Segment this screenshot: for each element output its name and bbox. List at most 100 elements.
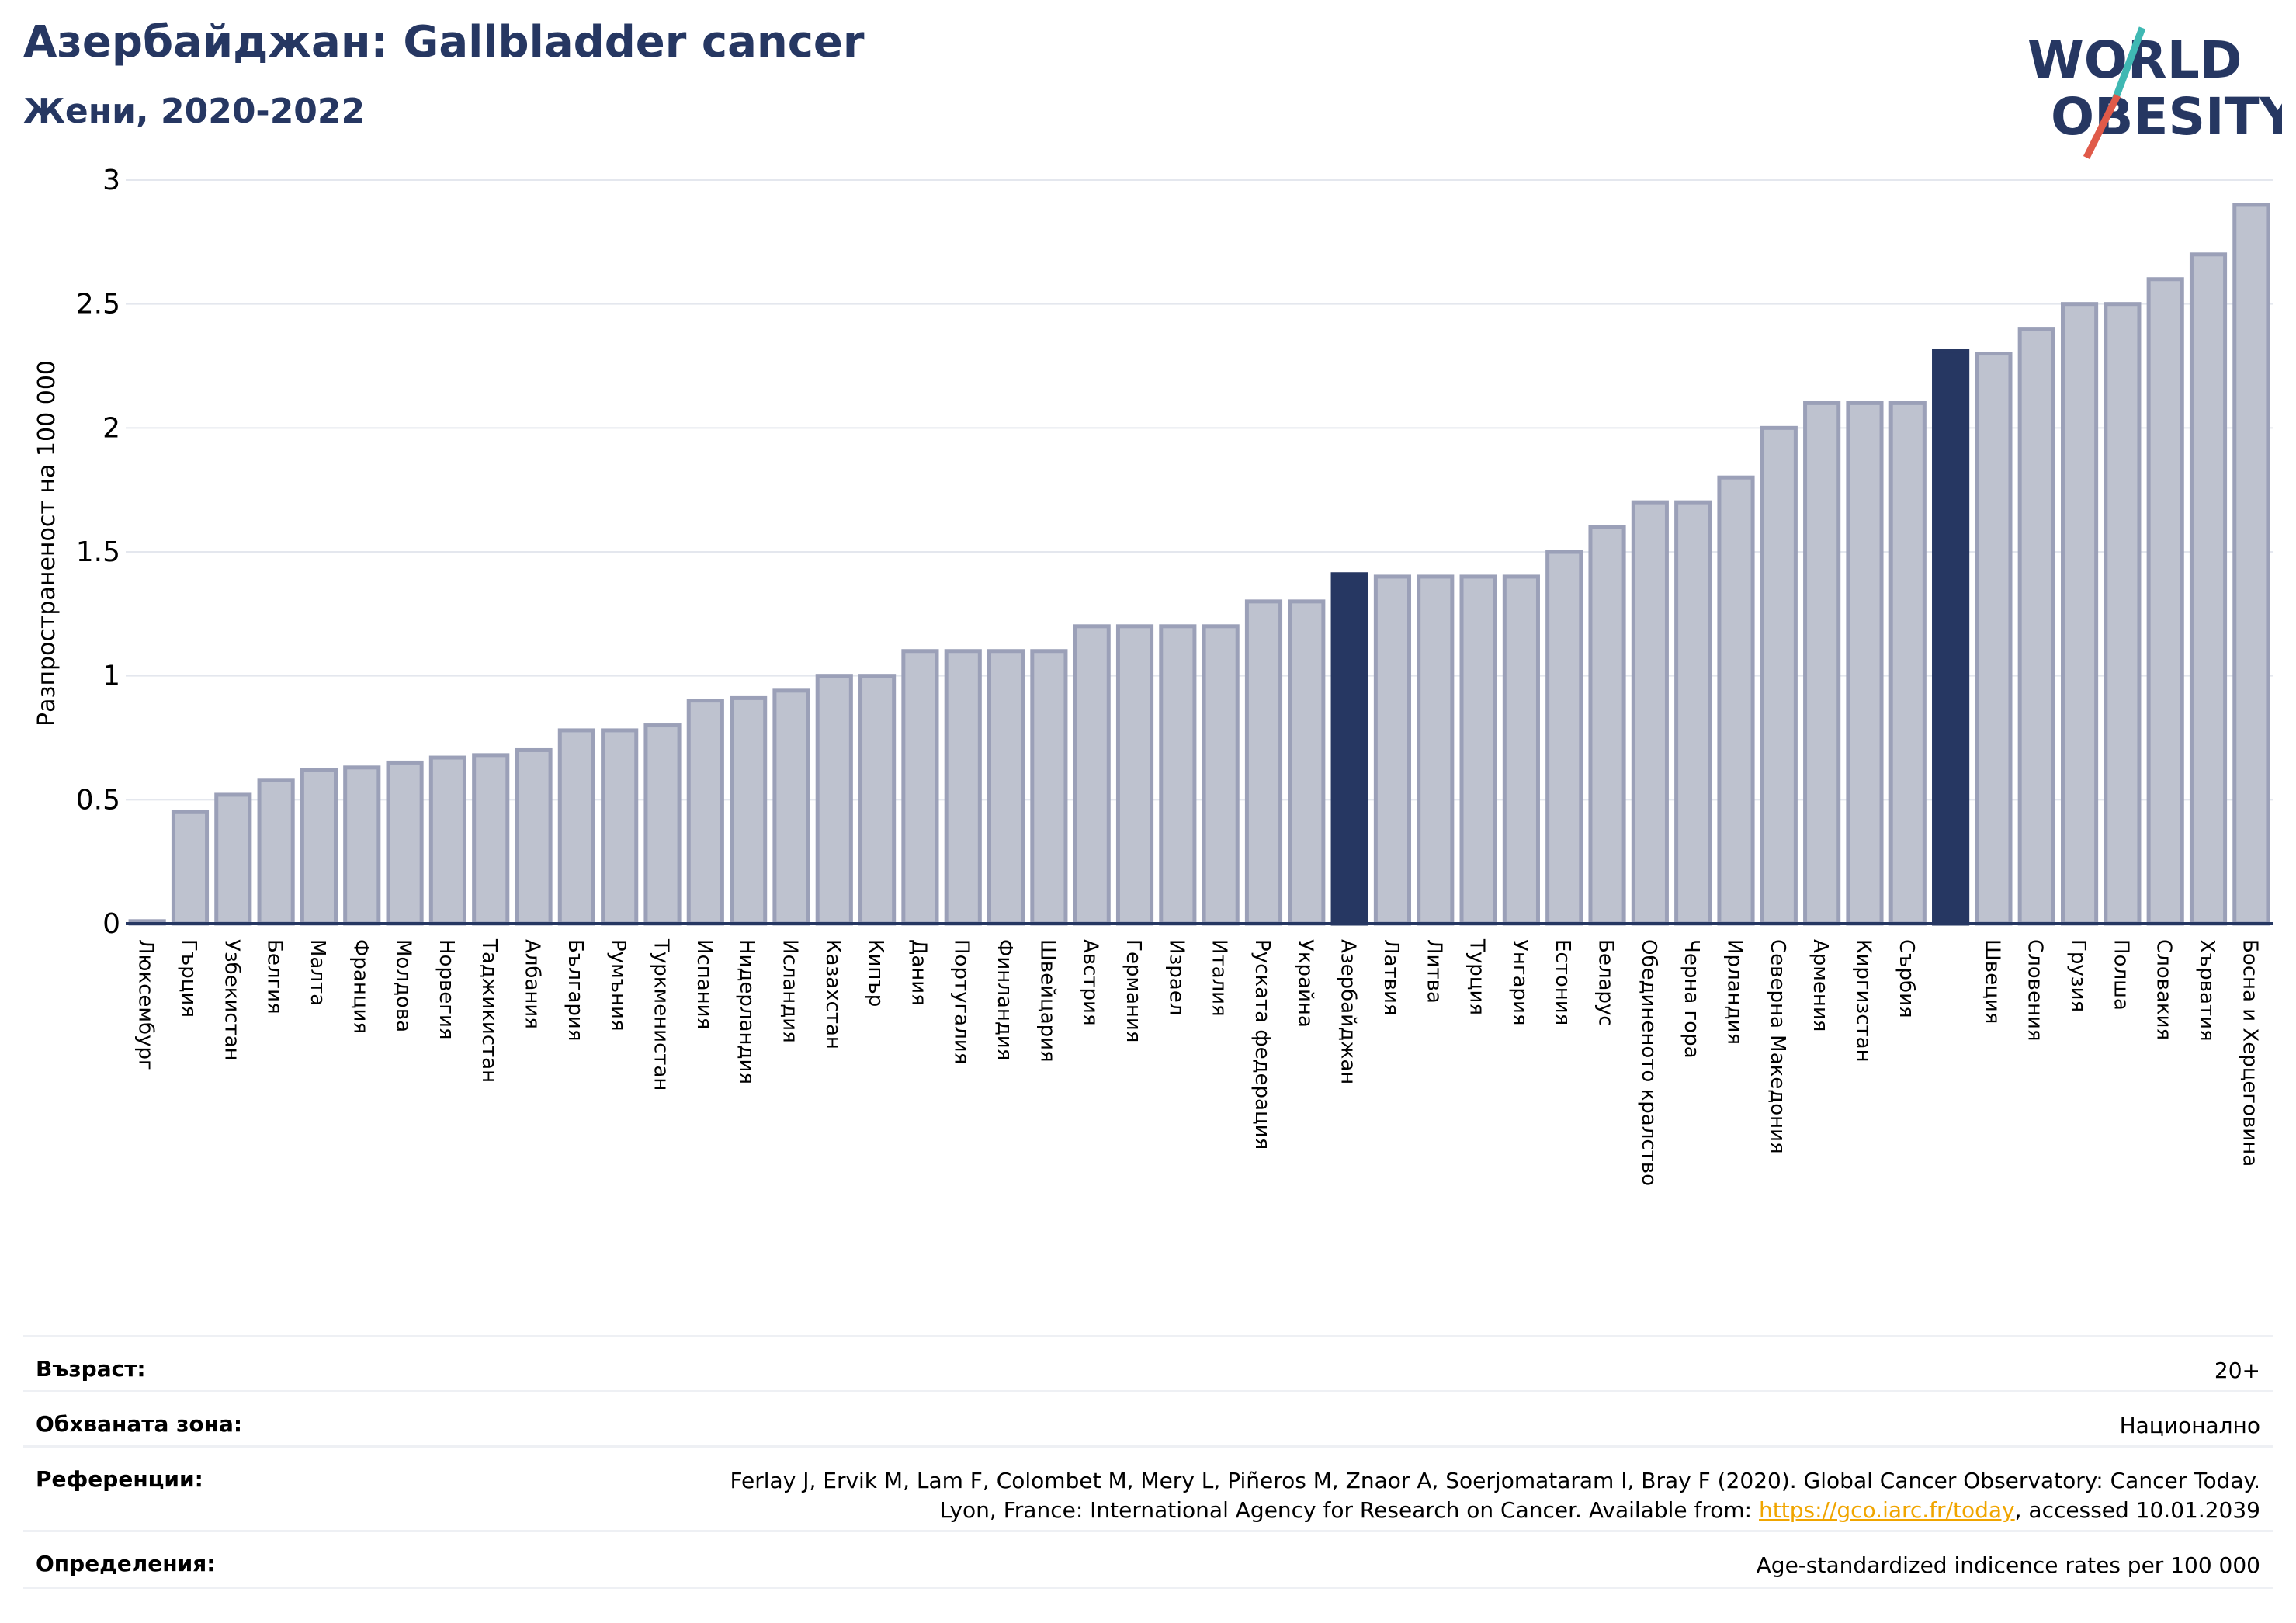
- x-tick-label: Туркменистан: [650, 938, 673, 1091]
- x-tick-label: Швеция: [1980, 939, 2003, 1024]
- world-obesity-logo: WORLD OBESITY: [2027, 26, 2282, 160]
- bar: [2189, 252, 2228, 926]
- bar: [1932, 349, 1970, 926]
- logo-slash-teal: [2111, 26, 2146, 101]
- references-value: Ferlay J, Ervik M, Lam F, Colombet M, Me…: [730, 1466, 2260, 1525]
- bar: [2104, 302, 2142, 926]
- bar: [1545, 550, 1583, 926]
- x-tick-label: Узбекистан: [220, 939, 243, 1061]
- x-tick-label: Италия: [1208, 939, 1231, 1017]
- x-tick-label: Азербайджан: [1337, 939, 1360, 1084]
- bar: [1717, 475, 1755, 926]
- x-tick-label: Таджикистан: [477, 938, 501, 1083]
- x-tick-label: Франция: [349, 939, 372, 1034]
- bar: [1288, 599, 1326, 926]
- x-tick-label: Гърция: [177, 939, 200, 1018]
- y-tick-label: 1: [102, 661, 120, 692]
- x-tick-label: Ирландия: [1723, 939, 1746, 1045]
- bar: [1631, 500, 1669, 926]
- bar: [1373, 574, 1412, 926]
- bar: [2017, 327, 2055, 926]
- logo-line2: OBESITY: [2051, 87, 2282, 147]
- bar: [643, 723, 682, 926]
- bar: [1975, 352, 2013, 926]
- x-tick-label: Словения: [2024, 939, 2047, 1042]
- bar: [1202, 624, 1240, 926]
- x-tick-label: България: [564, 939, 587, 1041]
- y-tick-label: 0.5: [76, 784, 120, 816]
- references-link[interactable]: https://gco.iarc.fr/today: [1759, 1497, 2015, 1523]
- x-tick-label: Израел: [1164, 939, 1188, 1015]
- bar: [515, 747, 553, 926]
- x-tick-label: Украйна: [1293, 939, 1316, 1028]
- chart-subtitle: Жени, 2020-2022: [23, 92, 366, 131]
- bar: [601, 728, 639, 926]
- info-row-references: Референции: Ferlay J, Ervik M, Lam F, Co…: [23, 1445, 2273, 1530]
- x-tick-label: Хърватия: [2195, 939, 2218, 1042]
- bar: [1674, 500, 1712, 926]
- info-row-definitions: Определения: Age-standardized indicence …: [23, 1530, 2273, 1589]
- definitions-value: Age-standardized indicence rates per 100…: [1756, 1552, 2260, 1578]
- x-tick-label: Испания: [692, 939, 716, 1029]
- x-tick-label: Люксембург: [134, 939, 158, 1070]
- age-value: 20+: [2214, 1358, 2260, 1383]
- bar: [1330, 572, 1368, 926]
- x-axis-ticks: Люксембург Гърция Узбекистан Белгия Малта Фра…: [134, 938, 2262, 1186]
- x-tick-label: Нидерландия: [735, 939, 758, 1084]
- area-value: Национално: [2119, 1413, 2260, 1438]
- x-tick-label: Беларус: [1594, 939, 1618, 1027]
- bars: [128, 203, 2270, 926]
- bar: [987, 649, 1025, 926]
- bar: [1159, 624, 1197, 926]
- bar: [772, 688, 810, 926]
- x-tick-label: Руската федерация: [1250, 939, 1274, 1150]
- x-tick-label: Норвегия: [435, 939, 458, 1039]
- x-tick-label: Малта: [306, 939, 329, 1006]
- references-label: Референции:: [36, 1466, 203, 1492]
- area-label: Обхваната зона:: [36, 1411, 243, 1437]
- bar: [1888, 401, 1927, 926]
- bar: [257, 778, 295, 926]
- x-tick-label: Белгия: [263, 939, 286, 1014]
- y-tick-label: 1.5: [76, 536, 120, 568]
- x-tick-label: Латвия: [1379, 939, 1403, 1016]
- bar: [1502, 574, 1540, 926]
- references-line2: Lyon, France: International Agency for R…: [730, 1496, 2260, 1525]
- x-tick-label: Швейцария: [1035, 939, 1059, 1063]
- bar: [815, 674, 853, 926]
- bar: [300, 768, 338, 926]
- x-tick-label: Дания: [907, 939, 930, 1006]
- info-row-area: Обхваната зона: Национално: [23, 1390, 2273, 1445]
- x-tick-label: Австрия: [1079, 939, 1102, 1026]
- bar: [2232, 203, 2270, 926]
- bar: [214, 792, 252, 926]
- bar: [1760, 425, 1798, 926]
- bar: [1417, 574, 1455, 926]
- chart-title: Азербайджан: Gallbladder cancer: [23, 17, 865, 68]
- bar: [686, 699, 724, 926]
- bar: [858, 674, 897, 926]
- x-tick-label: Албания: [521, 939, 544, 1029]
- bar: [1459, 574, 1497, 926]
- bar: [1115, 624, 1154, 926]
- age-label: Възраст:: [36, 1356, 146, 1382]
- bar: [730, 695, 768, 926]
- x-tick-label: Португалия: [950, 939, 973, 1064]
- bar: [1846, 401, 1884, 926]
- references-line1: Ferlay J, Ervik M, Lam F, Colombet M, Me…: [730, 1468, 2260, 1493]
- x-tick-label: Кипър: [864, 939, 887, 1007]
- y-axis-ticks: 0 0.5 1 1.5 2 2.5 3: [76, 165, 120, 940]
- info-row-age: Възраст: 20+: [23, 1335, 2273, 1390]
- bar: [472, 753, 510, 926]
- x-tick-label: Казахстан: [821, 939, 845, 1049]
- x-tick-label: Литва: [1422, 939, 1445, 1004]
- x-tick-label: Германия: [1122, 939, 1145, 1042]
- x-tick-label: Полша: [2109, 939, 2132, 1011]
- x-tick-label: Сърбия: [1895, 939, 1918, 1018]
- bar: [2060, 302, 2099, 926]
- x-tick-label: Словакия: [2152, 939, 2176, 1040]
- x-tick-label: Черна гора: [1680, 939, 1703, 1059]
- bar: [1588, 525, 1626, 926]
- info-table: Възраст: 20+ Обхваната зона: Национално …: [23, 1335, 2273, 1589]
- bar: [1803, 401, 1841, 926]
